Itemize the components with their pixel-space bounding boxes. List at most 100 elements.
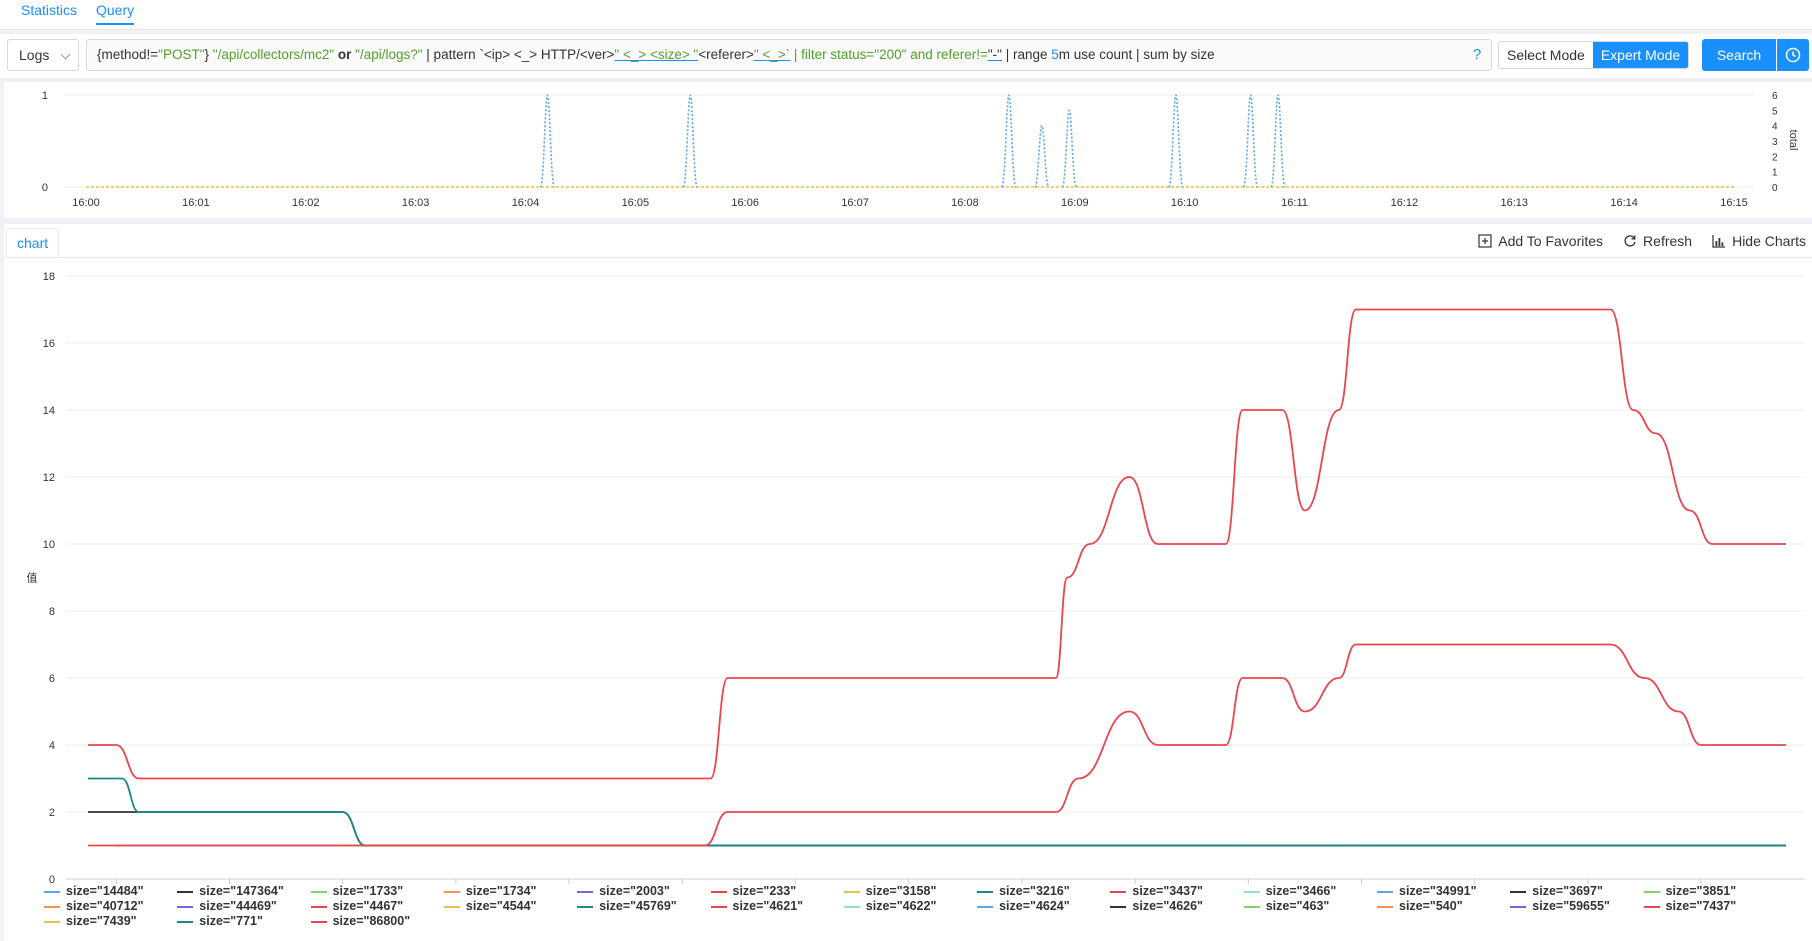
plus-square-icon: [1478, 234, 1492, 248]
legend-swatch: [1243, 890, 1260, 893]
legend-item[interactable]: size="3437": [1110, 884, 1203, 899]
mode-toggle: Select Mode Expert Mode: [1498, 41, 1690, 69]
legend-swatch: [843, 890, 860, 893]
legend-label: size="4621": [732, 899, 804, 913]
legend-item[interactable]: size="34991": [1377, 884, 1477, 899]
panel-actions: Add To Favorites Refresh Hide Charts: [1458, 233, 1806, 249]
legend-item[interactable]: size="7439": [44, 914, 137, 929]
legend-item[interactable]: size="4544": [443, 899, 536, 914]
legend-item[interactable]: size="59655": [1510, 899, 1610, 914]
query-token: "200": [874, 47, 907, 62]
legend-item[interactable]: size="2003": [577, 884, 670, 899]
series-line: [87, 308, 1786, 780]
legend-item[interactable]: size="14484": [44, 884, 144, 899]
mini-y-right-tick: 0: [1772, 183, 1778, 194]
query-token: }: [204, 47, 213, 62]
y-tick-label: 18: [43, 271, 55, 283]
y-tick-label: 8: [49, 606, 55, 618]
tab-query[interactable]: Query: [96, 2, 135, 25]
legend-swatch: [310, 920, 327, 923]
legend-item[interactable]: size="4624": [977, 899, 1070, 914]
top-tab-bar: Statistics Query: [0, 0, 1812, 30]
legend-item[interactable]: size="771": [177, 914, 263, 929]
query-token: "/api/collectors/mc2": [212, 47, 335, 62]
legend-item[interactable]: size="4626": [1110, 899, 1203, 914]
mini-y-right-tick: 3: [1772, 137, 1778, 148]
legend-label: size="59655": [1532, 899, 1610, 913]
query-token: | pattern `<ip> <_> HTTP/<ver>: [422, 47, 615, 62]
legend-item[interactable]: size="1733": [310, 884, 403, 899]
query-token: " <_> <size> ": [614, 47, 699, 62]
query-token: " <_>`: [753, 47, 791, 62]
mini-spike: [1034, 124, 1050, 188]
legend-item[interactable]: size="7437": [1643, 899, 1736, 914]
hide-charts-button[interactable]: Hide Charts: [1712, 233, 1806, 249]
legend-item[interactable]: size="463": [1243, 899, 1330, 914]
mini-y-right-tick: 5: [1772, 106, 1778, 117]
legend-item[interactable]: size="540": [1377, 899, 1463, 914]
legend-item[interactable]: size="233": [710, 884, 796, 899]
legend-label: size="45769": [599, 899, 677, 913]
mini-y-right-tick: 6: [1772, 91, 1778, 102]
source-select[interactable]: Logs: [7, 39, 79, 71]
mini-y-tick: 1: [42, 90, 48, 102]
legend-swatch: [1510, 890, 1527, 893]
mini-spike: [1242, 94, 1259, 188]
legend-item[interactable]: size="45769": [577, 899, 677, 914]
legend-label: size="147364": [199, 884, 284, 898]
legend-swatch: [1243, 905, 1260, 908]
legend-label: size="463": [1265, 899, 1330, 913]
refresh-button[interactable]: Refresh: [1623, 233, 1692, 249]
query-input[interactable]: {method!="POST"} "/api/collectors/mc2" o…: [86, 39, 1492, 71]
tab-statistics[interactable]: Statistics: [21, 2, 78, 18]
main-line-chart: 02468101214161816:0016:0116:0216:0316:04…: [27, 271, 1804, 884]
legend-item[interactable]: size="3158": [843, 884, 936, 899]
legend-swatch: [177, 920, 194, 923]
legend-swatch: [310, 890, 327, 893]
y-tick-label: 10: [43, 539, 55, 551]
mini-x-tick: 16:07: [841, 197, 869, 209]
legend-item[interactable]: size="3851": [1643, 884, 1736, 899]
legend-label: size="86800": [332, 914, 411, 928]
mini-spike: [1061, 109, 1078, 188]
legend-swatch: [1643, 905, 1660, 908]
legend-item[interactable]: size="4621": [710, 899, 804, 914]
mini-spike: [1168, 94, 1184, 188]
legend-label: size="3216": [999, 884, 1070, 898]
legend-label: size="14484": [66, 884, 144, 898]
legend-item[interactable]: size="44469": [177, 899, 277, 914]
mini-spike: [682, 94, 699, 188]
search-button[interactable]: Search: [1702, 39, 1776, 71]
legend-label: size="4467": [332, 899, 404, 913]
help-icon[interactable]: ?: [1472, 46, 1482, 63]
time-range-button[interactable]: [1777, 39, 1809, 71]
legend-item[interactable]: size="147364": [177, 884, 284, 899]
expert-mode-button[interactable]: Expert Mode: [1592, 42, 1689, 68]
legend-item[interactable]: size="4622": [843, 899, 936, 914]
legend-item[interactable]: size="3697": [1510, 884, 1603, 899]
legend-item[interactable]: size="1734": [443, 884, 536, 899]
legend-item[interactable]: size="86800": [310, 914, 411, 929]
query-token: m use count | sum by size: [1058, 47, 1215, 62]
legend-item[interactable]: size="40712": [44, 899, 144, 914]
mini-x-tick: 16:03: [402, 197, 430, 209]
query-token: {method!=: [97, 47, 159, 62]
select-mode-button[interactable]: Select Mode: [1499, 42, 1593, 68]
query-token: "POST": [158, 47, 205, 62]
mini-x-tick: 16:00: [72, 197, 100, 209]
add-to-favorites-button[interactable]: Add To Favorites: [1478, 233, 1603, 249]
legend-item[interactable]: size="4467": [310, 899, 404, 914]
mini-x-tick: 16:02: [292, 197, 320, 209]
legend-item[interactable]: size="3466": [1243, 884, 1336, 899]
overview-chart: 0 1 0 1 2 3 4 5 6 total 16:00 16:01 16:02 16:03 16:04 1…: [4, 82, 1812, 218]
legend-swatch: [44, 890, 60, 893]
legend-swatch: [1377, 905, 1393, 908]
mini-y-right-tick: 1: [1772, 168, 1778, 179]
y-axis-label: 值: [27, 572, 38, 585]
legend-swatch: [1110, 905, 1127, 908]
tab-chart[interactable]: chart: [6, 228, 60, 258]
legend-item[interactable]: size="3216": [977, 884, 1070, 899]
mini-x-tick: 16:15: [1720, 197, 1748, 209]
legend-swatch: [44, 905, 60, 908]
legend-label: size="34991": [1399, 884, 1477, 898]
